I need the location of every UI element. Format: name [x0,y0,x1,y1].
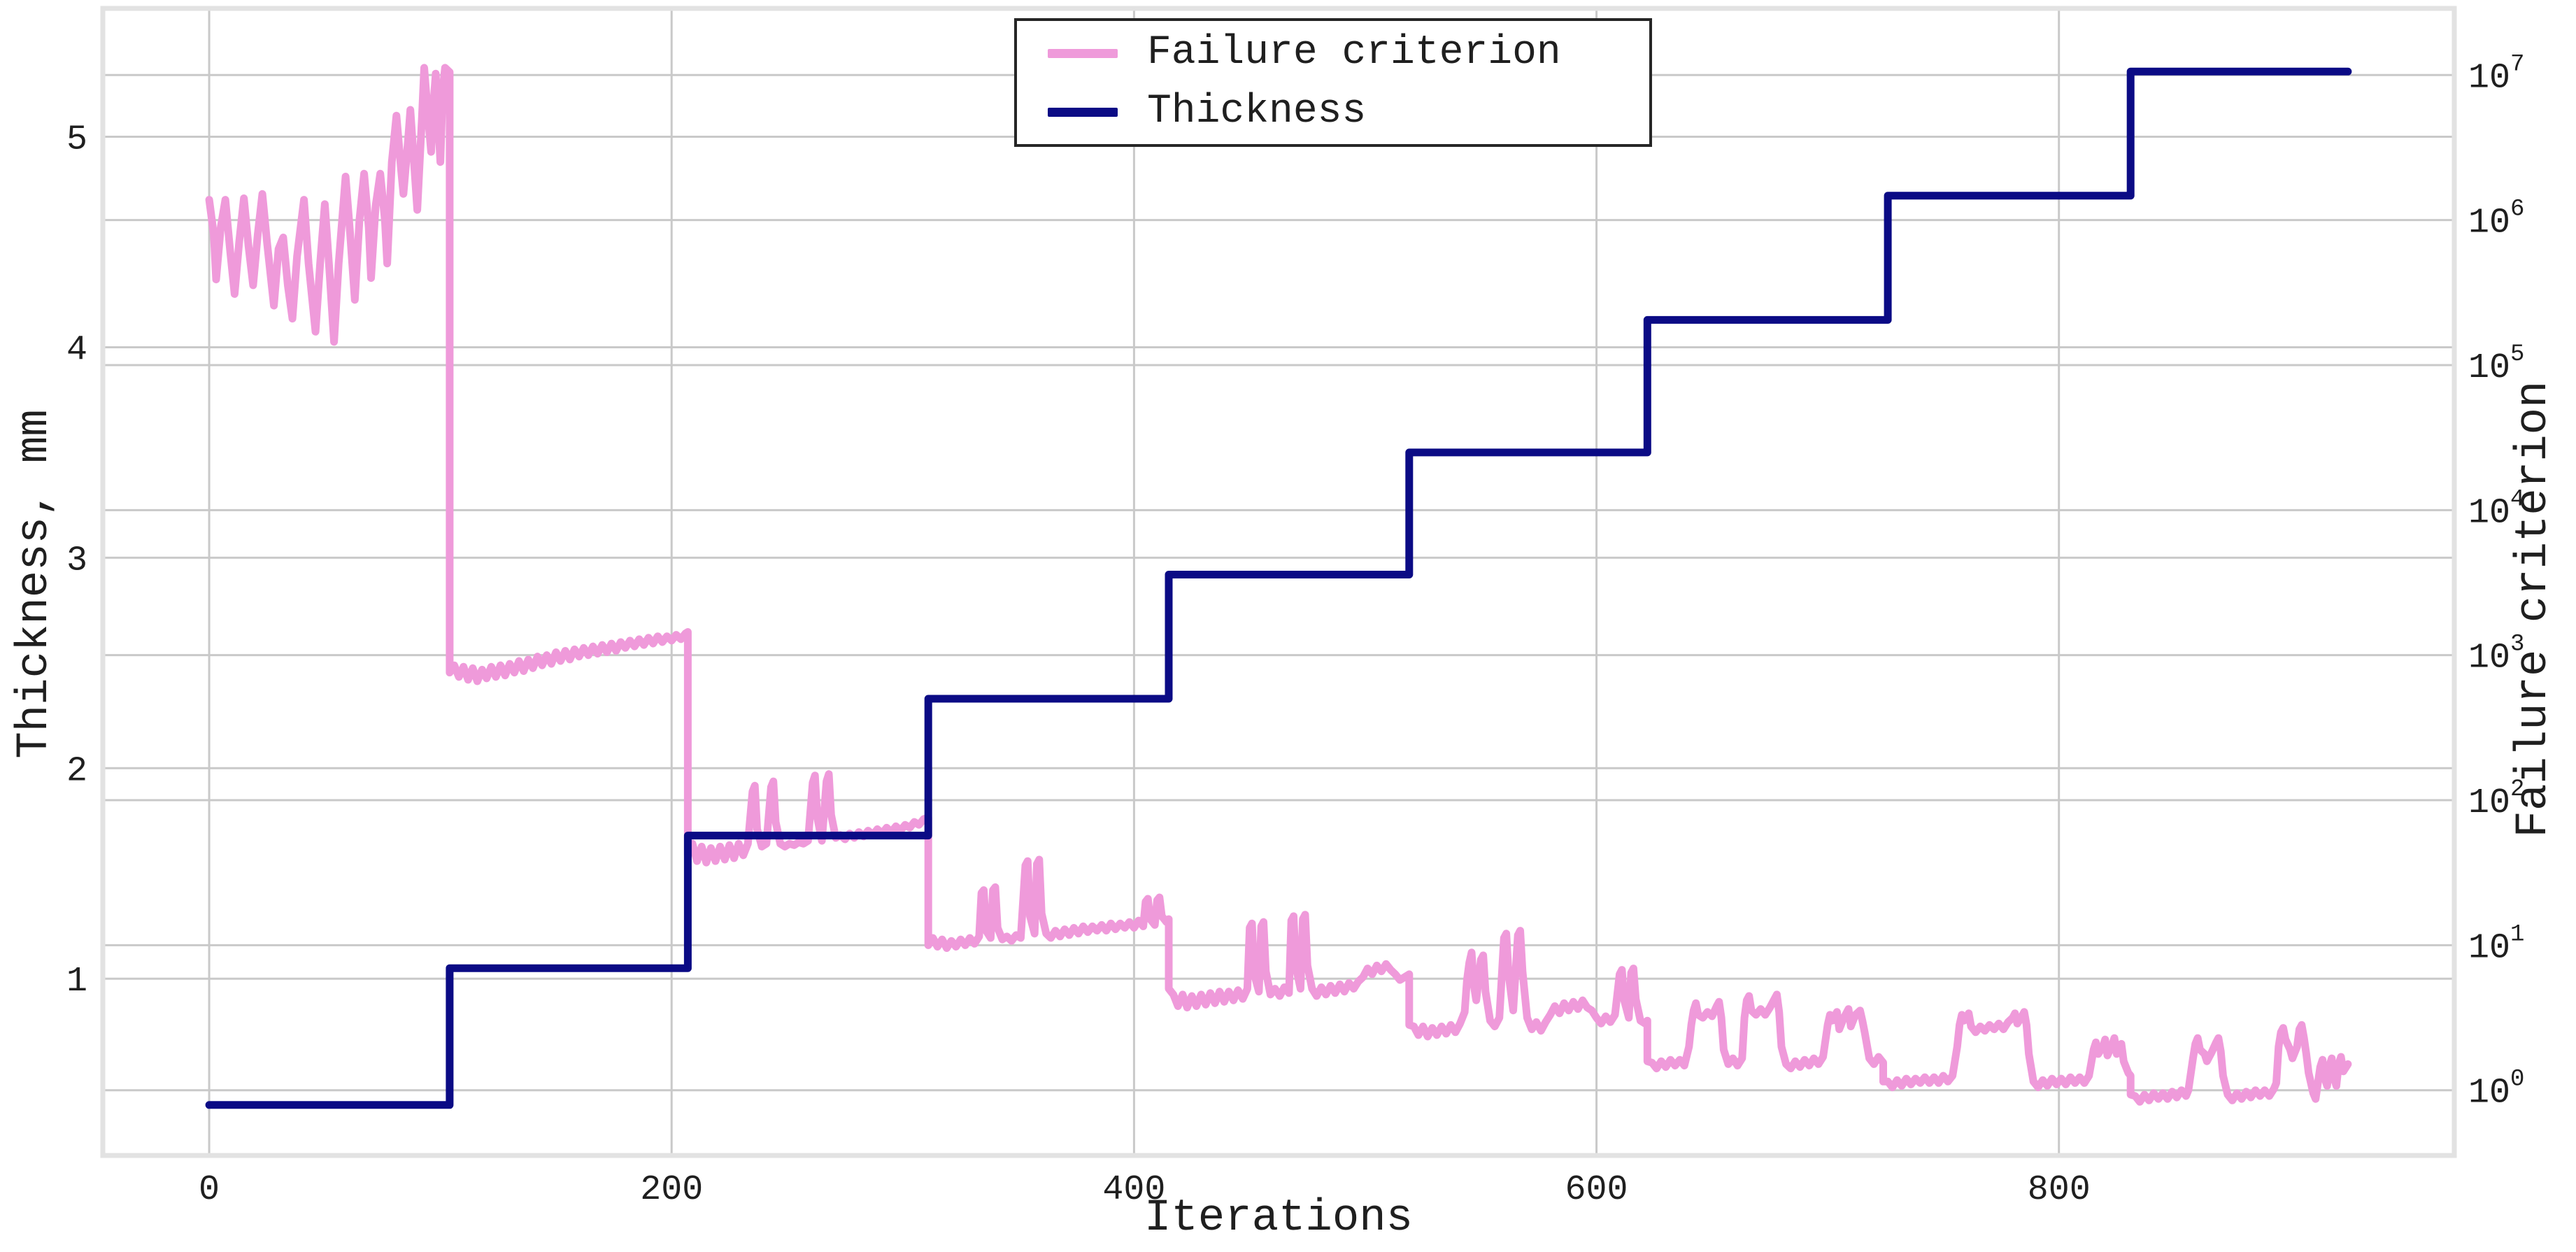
svg-text:600: 600 [1565,1170,1628,1210]
svg-text:101: 101 [2468,921,2524,968]
svg-text:5: 5 [66,120,87,160]
thickness-line-swatch [1048,107,1118,117]
svg-text:107: 107 [2468,51,2524,98]
legend-entry-failure-criterion: Failure criterion [1048,33,1649,73]
legend-label: Thickness [1147,89,1367,134]
svg-text:800: 800 [2028,1170,2091,1210]
left-y-axis-title: Thickness, mm [10,409,60,759]
svg-text:106: 106 [2468,197,2524,243]
svg-text:104: 104 [2468,486,2524,533]
svg-text:102: 102 [2468,776,2524,823]
failure-criterion-line-swatch [1048,48,1118,58]
svg-text:2: 2 [66,751,87,791]
svg-text:105: 105 [2468,341,2524,388]
svg-text:3: 3 [66,541,87,581]
legend-entry-thickness: Thickness [1048,92,1649,132]
legend-box: Failure criterion Thickness [1014,18,1652,147]
x-axis-title: Iterations [1144,1193,1414,1244]
svg-text:400: 400 [1102,1170,1165,1210]
svg-text:0: 0 [199,1170,220,1210]
svg-text:103: 103 [2468,632,2524,678]
svg-text:200: 200 [640,1170,703,1210]
svg-text:100: 100 [2468,1067,2524,1114]
right-y-axis-title: Failure criterion [2509,380,2559,838]
svg-text:1: 1 [66,962,87,1002]
legend-label: Failure criterion [1147,30,1561,76]
svg-text:4: 4 [66,330,87,370]
